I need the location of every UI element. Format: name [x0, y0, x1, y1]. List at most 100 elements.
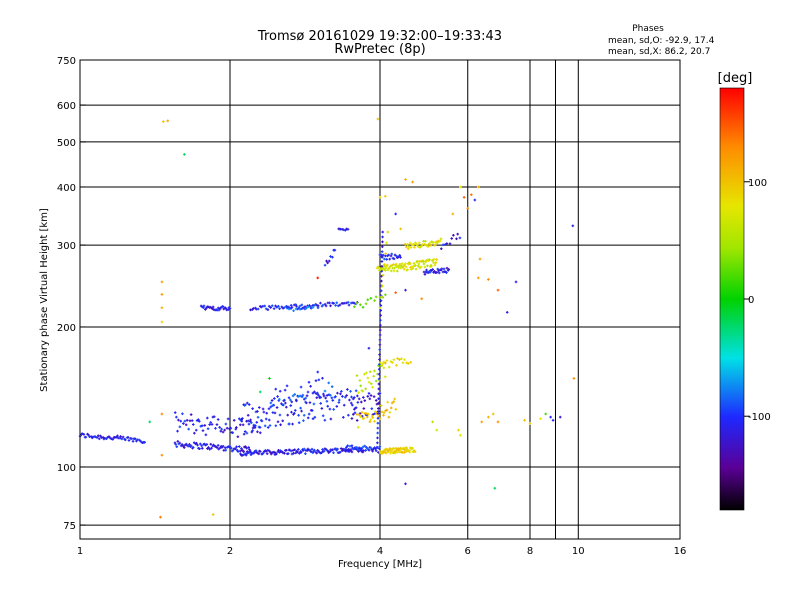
echo-mark [259, 431, 262, 435]
echo-mark [392, 269, 396, 273]
stats-x-line: mean, sd,X: 86.2, 20.7 [608, 47, 710, 57]
echo-mark [273, 397, 276, 400]
echo-mark [201, 447, 204, 450]
echo-mark [445, 266, 449, 270]
echo-mark [232, 419, 236, 422]
echo-mark [331, 448, 334, 452]
echo-mark [412, 242, 416, 246]
echo-mark [321, 414, 325, 418]
echo-mark [344, 228, 347, 232]
echo-mark [367, 448, 371, 452]
echo-mark [258, 450, 262, 453]
echo-mark [408, 262, 412, 265]
echo-mark [231, 431, 235, 435]
x-tick-label: 8 [527, 546, 533, 557]
stats-o-line: mean, sd,O: -92.9, 17.4 [608, 36, 715, 46]
echo-mark [357, 397, 361, 401]
echo-mark [487, 278, 490, 281]
echo-mark [383, 257, 386, 261]
echo-mark [251, 426, 255, 430]
echo-mark [285, 384, 289, 388]
echo-mark [323, 418, 327, 422]
echo-mark [379, 299, 383, 302]
echo-mark [378, 353, 381, 356]
x-tick-label: 4 [377, 546, 383, 557]
echo-mark [241, 453, 244, 457]
echo-mark [111, 438, 115, 441]
echo-mark [371, 449, 374, 453]
echo-mark [283, 451, 286, 455]
echo-mark [182, 446, 186, 449]
echo-mark [354, 389, 358, 393]
echo-mark [431, 420, 434, 424]
echo-mark [395, 265, 398, 268]
echo-mark [251, 429, 254, 432]
echo-mark [435, 428, 439, 432]
echo-mark [392, 400, 395, 403]
echo-mark [197, 418, 200, 421]
echo-mark [413, 450, 417, 454]
echo-mark [274, 424, 278, 428]
echo-mark [347, 303, 351, 307]
echo-mark [250, 421, 253, 424]
echo-mark [342, 416, 345, 419]
echo-mark [271, 404, 274, 407]
echo-mark [366, 395, 370, 398]
echo-mark [291, 422, 294, 426]
echo-mark [326, 261, 329, 265]
echo-mark [364, 449, 367, 452]
colorbar-tick-label: 100 [748, 178, 767, 189]
echo-mark [346, 444, 349, 448]
echo-mark [282, 306, 286, 309]
echo-mark [377, 402, 380, 405]
echo-mark [406, 247, 410, 251]
echo-mark [379, 318, 382, 322]
echo-mark [372, 395, 376, 398]
x-tick-label: 16 [674, 546, 687, 557]
echo-mark [369, 418, 372, 422]
echo-mark [355, 419, 359, 422]
echo-mark [385, 265, 388, 268]
echo-mark [384, 266, 388, 270]
echo-mark [224, 448, 228, 452]
echo-mark [183, 153, 186, 156]
echo-mark [179, 419, 183, 423]
echo-mark [291, 394, 295, 398]
echo-mark [200, 424, 204, 428]
echo-mark [388, 447, 392, 450]
echo-mark [371, 413, 375, 416]
echo-mark [309, 306, 313, 310]
echo-mark [428, 258, 431, 262]
echo-mark [389, 269, 393, 273]
echo-mark [394, 408, 398, 411]
echo-mark [336, 447, 339, 451]
echo-mark [263, 304, 267, 308]
echo-mark [380, 364, 384, 367]
echo-mark [258, 390, 262, 394]
echo-mark [242, 432, 246, 436]
echo-mark [178, 441, 182, 445]
echo-mark [387, 365, 391, 369]
echo-mark [414, 241, 417, 244]
echo-mark [286, 413, 289, 417]
echo-mark [244, 403, 247, 407]
echo-mark [289, 307, 293, 310]
echo-mark [353, 407, 356, 411]
echo-mark [264, 450, 268, 453]
echo-mark [389, 451, 392, 455]
echo-mark [313, 448, 316, 452]
echo-mark [316, 391, 319, 395]
echo-mark [409, 360, 412, 364]
echo-mark [302, 413, 306, 417]
echo-mark [322, 394, 326, 398]
echo-mark [399, 227, 402, 231]
echo-mark [208, 447, 211, 451]
echo-mark [292, 309, 295, 313]
echo-mark [377, 367, 381, 371]
echo-mark [420, 297, 423, 301]
echo-mark [175, 415, 178, 419]
echo-mark [398, 262, 402, 266]
echo-mark [243, 430, 247, 433]
y-tick-label: 600 [57, 101, 76, 112]
echo-mark [402, 267, 406, 271]
